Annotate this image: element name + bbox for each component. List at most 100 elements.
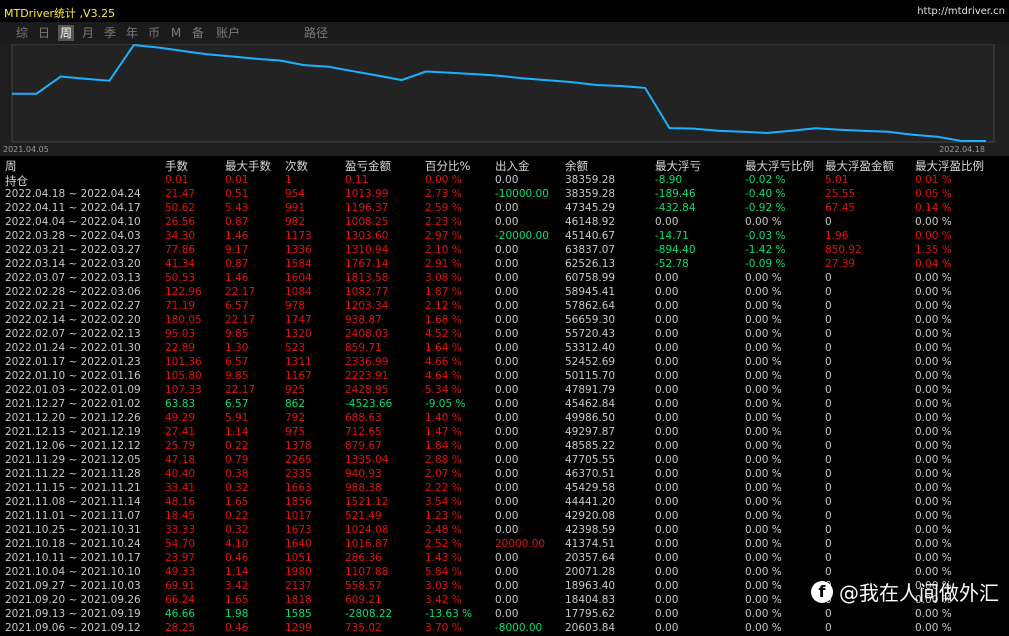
table-cell: 1.68 % bbox=[425, 314, 462, 326]
table-cell: 0 bbox=[825, 440, 832, 452]
table-cell: 44441.20 bbox=[565, 496, 616, 508]
column-header[interactable]: 最大浮亏比例 bbox=[745, 159, 814, 173]
table-cell: 0.00 % bbox=[745, 524, 782, 536]
table-cell: 22.89 bbox=[165, 342, 196, 354]
table-cell: 1.96 bbox=[825, 230, 849, 242]
tab-5[interactable]: 年 bbox=[125, 26, 138, 40]
tab-4[interactable]: 季 bbox=[103, 26, 116, 40]
tab-0[interactable]: 综 bbox=[15, 26, 28, 40]
table-row[interactable]: 2021.11.22 ~ 2021.11.28 40.40 0.38 2335 940.… bbox=[0, 468, 1009, 482]
table-cell: 1.43 % bbox=[425, 552, 462, 564]
table-cell: 0.00 bbox=[495, 608, 519, 620]
table-cell: 0.00 % bbox=[745, 216, 782, 228]
tab-2[interactable]: 周 bbox=[58, 25, 74, 41]
column-header[interactable]: 最大浮盈比例 bbox=[915, 159, 984, 173]
column-header[interactable]: 最大手数 bbox=[225, 159, 271, 173]
table-row[interactable]: 2022.02.14 ~ 2022.02.20 180.05 22.17 1747 93… bbox=[0, 314, 1009, 328]
column-header[interactable]: 最大浮亏 bbox=[655, 159, 701, 173]
table-cell: 0.11 bbox=[345, 174, 369, 186]
table-cell: -0.02 % bbox=[745, 174, 786, 186]
column-header[interactable]: 最大浮盈金额 bbox=[825, 159, 894, 173]
table-cell: -1.42 % bbox=[745, 244, 786, 256]
table-cell: 0.00 % bbox=[915, 468, 952, 480]
tab-9[interactable]: 账户 bbox=[215, 26, 240, 40]
table-cell: 0.01 bbox=[225, 174, 249, 186]
table-cell: 975 bbox=[285, 426, 306, 438]
column-header[interactable]: 余额 bbox=[565, 159, 588, 173]
table-cell: 2021.12.06 ~ 2021.12.12 bbox=[5, 440, 141, 452]
table-row[interactable]: 2022.01.17 ~ 2022.01.23 101.36 6.57 1311 233… bbox=[0, 356, 1009, 370]
tab-3[interactable]: 月 bbox=[81, 26, 94, 40]
table-cell: -0.03 % bbox=[745, 230, 786, 242]
table-row[interactable]: 2021.11.15 ~ 2021.11.21 33.41 0.32 1663 988.… bbox=[0, 482, 1009, 496]
table-cell: 2137 bbox=[285, 580, 312, 592]
tab-7[interactable]: M bbox=[170, 26, 182, 40]
column-header[interactable]: 手数 bbox=[165, 159, 188, 173]
table-row[interactable]: 2022.04.11 ~ 2022.04.17 50.62 5.43 991 1196.… bbox=[0, 202, 1009, 216]
table-cell: 0.00 % bbox=[745, 468, 782, 480]
table-cell: 2021.10.11 ~ 2021.10.17 bbox=[5, 552, 141, 564]
column-header[interactable]: 出入金 bbox=[495, 159, 530, 173]
website-link[interactable]: http://mtdriver.cn bbox=[917, 6, 1005, 17]
table-cell: 0.00 bbox=[495, 398, 519, 410]
table-cell: 1196.37 bbox=[345, 202, 389, 214]
table-row[interactable]: 2021.10.18 ~ 2021.10.24 54.70 4.10 1640 1016… bbox=[0, 538, 1009, 552]
table-row[interactable]: 2021.10.11 ~ 2021.10.17 23.97 0.46 1051 286.… bbox=[0, 552, 1009, 566]
table-cell: 0.00 % bbox=[915, 622, 952, 634]
table-row[interactable]: 2021.12.20 ~ 2021.12.26 49.29 5.91 792 688.6… bbox=[0, 412, 1009, 426]
table-row[interactable]: 2022.02.07 ~ 2022.02.13 95.03 9.85 1320 2408… bbox=[0, 328, 1009, 342]
table-row[interactable]: 2021.09.27 ~ 2021.10.03 69.91 3.42 2137 558.… bbox=[0, 580, 1009, 594]
table-row[interactable]: 2021.12.27 ~ 2022.01.02 63.83 6.57 862 -4523… bbox=[0, 398, 1009, 412]
table-row[interactable]: 0.01 0.01 1 0.11 0.00 % 0.00 38359.28 -8.90 -0.0… bbox=[0, 174, 1009, 188]
table-row[interactable]: 2021.11.08 ~ 2021.11.14 48.16 1.65 1856 1521… bbox=[0, 496, 1009, 510]
column-header[interactable]: 周 bbox=[5, 159, 17, 173]
table-cell: 27.41 bbox=[165, 426, 196, 438]
table-row[interactable]: 2022.03.21 ~ 2022.03.27 77.86 9.17 1336 1310… bbox=[0, 244, 1009, 258]
table-row[interactable]: 2022.04.04 ~ 2022.04.10 26.56 0.87 982 1008.… bbox=[0, 216, 1009, 230]
table-cell: 0.00 bbox=[655, 398, 679, 410]
table-row[interactable]: 2022.02.28 ~ 2022.03.06 122.96 22.17 1084 10… bbox=[0, 286, 1009, 300]
table-cell: 0.00 bbox=[655, 608, 679, 620]
table-row[interactable]: 2021.10.25 ~ 2021.10.31 33.33 0.32 1673 1024… bbox=[0, 524, 1009, 538]
table-cell: 0.00 % bbox=[745, 496, 782, 508]
table-row[interactable]: 2022.01.10 ~ 2022.01.16 105.80 9.85 1167 222… bbox=[0, 370, 1009, 384]
table-cell: 0.00 bbox=[495, 328, 519, 340]
table-row[interactable]: 2021.09.06 ~ 2021.09.12 28.25 0.46 1299 735.… bbox=[0, 622, 1009, 636]
table-cell: 18404.83 bbox=[565, 594, 616, 606]
table-cell: 55720.43 bbox=[565, 328, 616, 340]
table-row[interactable]: 2021.10.04 ~ 2021.10.10 49.33 1.14 1980 1107… bbox=[0, 566, 1009, 580]
table-cell: 122.96 bbox=[165, 286, 202, 298]
table-row[interactable]: 2022.02.21 ~ 2022.02.27 71.19 6.57 978 1203.… bbox=[0, 300, 1009, 314]
table-row[interactable]: 2021.12.06 ~ 2021.12.12 25.79 0.22 1378 879.… bbox=[0, 440, 1009, 454]
tab-1[interactable]: 日 bbox=[37, 26, 50, 40]
table-cell: 2021.09.13 ~ 2021.09.19 bbox=[5, 608, 141, 620]
tab-8[interactable]: 备 bbox=[191, 26, 204, 40]
table-cell: 5.91 bbox=[225, 412, 249, 424]
table-cell: 2021.10.04 ~ 2021.10.10 bbox=[5, 566, 141, 578]
table-row[interactable]: 2022.03.14 ~ 2022.03.20 41.34 0.87 1584 1767… bbox=[0, 258, 1009, 272]
table-cell: 2021.10.18 ~ 2021.10.24 bbox=[5, 538, 141, 550]
column-header[interactable]: 次数 bbox=[285, 159, 308, 173]
table-row[interactable]: 2021.09.13 ~ 2021.09.19 46.66 1.98 1585 -280… bbox=[0, 608, 1009, 622]
table-row[interactable]: 2022.03.28 ~ 2022.04.03 34.30 1.46 1173 1303… bbox=[0, 230, 1009, 244]
table-cell: 0.00 bbox=[655, 454, 679, 466]
table-row[interactable]: 2022.01.24 ~ 2022.01.30 22.89 1.30 523 859.7… bbox=[0, 342, 1009, 356]
table-row[interactable]: 2021.11.01 ~ 2021.11.07 18.45 0.22 1017 521.… bbox=[0, 510, 1009, 524]
table-cell: 1673 bbox=[285, 524, 312, 536]
table-cell: 1.84 % bbox=[425, 440, 462, 452]
table-row[interactable]: 2021.09.20 ~ 2021.09.26 66.24 1.65 1818 609.… bbox=[0, 594, 1009, 608]
table-row[interactable]: 2022.04.18 ~ 2022.04.24 21.47 0.51 954 1013.… bbox=[0, 188, 1009, 202]
tab-10[interactable]: 路径 bbox=[303, 26, 328, 40]
table-cell: 50115.70 bbox=[565, 370, 616, 382]
column-header[interactable]: 盈亏金额 bbox=[345, 159, 391, 173]
table-row[interactable]: 2022.03.07 ~ 2022.03.13 50.53 1.46 1604 1813… bbox=[0, 272, 1009, 286]
table-row[interactable]: 2021.11.29 ~ 2021.12.05 47.18 0.79 2265 1335… bbox=[0, 454, 1009, 468]
table-row[interactable]: 2022.01.03 ~ 2022.01.09 107.33 22.17 925 242… bbox=[0, 384, 1009, 398]
table-cell: 2021.10.25 ~ 2021.10.31 bbox=[5, 524, 141, 536]
table-row[interactable]: 2021.12.13 ~ 2021.12.19 27.41 1.14 975 712.6… bbox=[0, 426, 1009, 440]
column-header[interactable]: 百分比% bbox=[425, 159, 471, 173]
table-cell: 27.39 bbox=[825, 258, 856, 270]
tab-6[interactable]: 币 bbox=[147, 26, 160, 40]
table-cell: 2022.03.14 ~ 2022.03.20 bbox=[5, 258, 141, 270]
table-cell: 0.00 % bbox=[915, 608, 952, 620]
